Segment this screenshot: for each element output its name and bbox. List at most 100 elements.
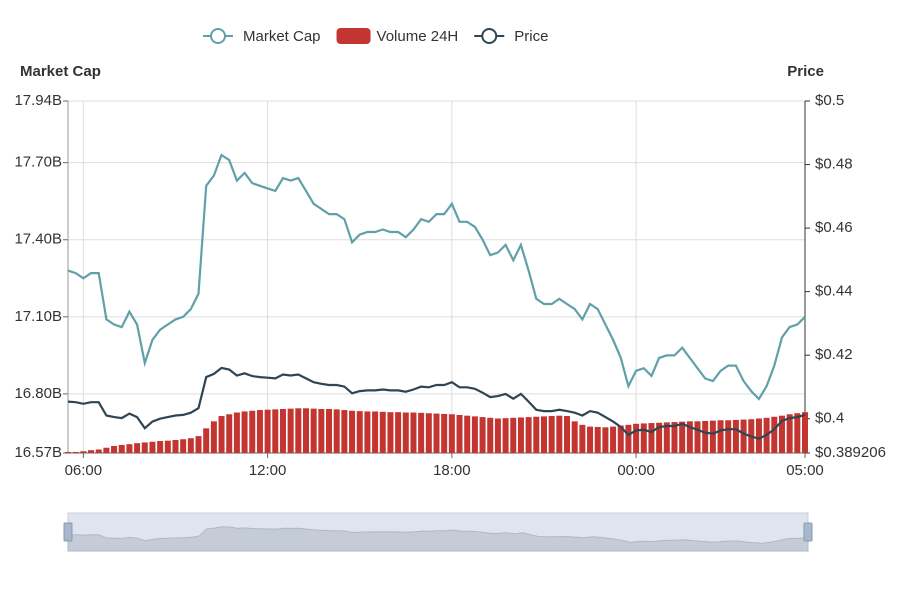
volume-bar bbox=[740, 419, 747, 453]
volume-bar bbox=[487, 417, 494, 453]
volume-bar bbox=[617, 425, 624, 453]
volume-bar bbox=[456, 414, 463, 453]
volume-bar bbox=[80, 451, 87, 453]
volume-bar bbox=[778, 415, 785, 453]
volume-bar bbox=[448, 414, 455, 453]
volume-bar bbox=[187, 438, 194, 453]
y2-axis-title: Price bbox=[787, 63, 824, 80]
volume-bar bbox=[648, 423, 655, 453]
volume-bar bbox=[517, 417, 524, 453]
y2-tick-label: $0.389206 bbox=[815, 444, 886, 461]
volume-bar bbox=[341, 410, 348, 453]
volume-bar bbox=[95, 449, 102, 453]
volume-bar bbox=[717, 420, 724, 453]
volume-bar bbox=[164, 440, 171, 453]
volume-bar bbox=[141, 442, 148, 453]
volume-bar bbox=[540, 416, 547, 453]
volume-bar bbox=[118, 444, 125, 453]
legend-swatch bbox=[336, 28, 371, 44]
legend: Market Cap Volume 24H Price bbox=[203, 28, 548, 45]
volume-bar bbox=[433, 413, 440, 453]
y-tick-label: 17.10B bbox=[14, 308, 62, 325]
volume-bar bbox=[502, 418, 509, 453]
x-tick-label: 00:00 bbox=[617, 462, 655, 479]
x-tick-label: 06:00 bbox=[65, 462, 103, 479]
volume-bar bbox=[464, 415, 471, 453]
volume-bar bbox=[633, 423, 640, 453]
volume-bar bbox=[494, 418, 501, 453]
volume-bar bbox=[356, 411, 363, 453]
x-tick-label: 18:00 bbox=[433, 462, 471, 479]
series-line bbox=[67, 366, 806, 440]
legend-label[interactable]: Volume 24H bbox=[377, 28, 459, 45]
volume-bar bbox=[172, 439, 179, 453]
legend-swatch bbox=[481, 28, 498, 44]
volume-bar bbox=[157, 441, 164, 453]
volume-bar bbox=[625, 424, 632, 453]
volume-bar bbox=[686, 421, 693, 453]
volume-bar bbox=[195, 436, 202, 453]
volume-bar bbox=[210, 421, 217, 453]
volume-bar bbox=[525, 417, 532, 453]
volume-bar bbox=[571, 421, 578, 453]
volume-bar bbox=[702, 420, 709, 453]
volume-bar bbox=[241, 411, 248, 453]
volume-bar bbox=[656, 422, 663, 453]
volume-bar bbox=[794, 413, 801, 453]
volume-bar bbox=[732, 419, 739, 453]
volume-bar bbox=[134, 443, 141, 453]
volume-bar bbox=[302, 408, 309, 453]
volume-bar bbox=[326, 409, 333, 453]
y2-tick-label: $0.46 bbox=[815, 219, 853, 236]
volume-bar bbox=[218, 416, 225, 453]
volume-bar bbox=[533, 416, 540, 453]
volume-bar bbox=[279, 409, 286, 453]
volume-bar bbox=[709, 420, 716, 453]
volume-bar bbox=[587, 426, 594, 453]
y2-tick-label: $0.4 bbox=[815, 410, 844, 427]
volume-bar bbox=[556, 415, 563, 453]
volume-bar bbox=[564, 416, 571, 453]
volume-bar bbox=[471, 416, 478, 453]
legend-label[interactable]: Price bbox=[514, 28, 548, 45]
volume-bar bbox=[441, 413, 448, 453]
volume-bar bbox=[65, 451, 71, 453]
y-tick-label: 17.70B bbox=[14, 154, 62, 171]
volume-bar bbox=[379, 411, 386, 453]
volume-bar bbox=[310, 408, 317, 453]
volume-bar bbox=[233, 412, 240, 453]
legend-label[interactable]: Market Cap bbox=[243, 28, 321, 45]
series-line bbox=[67, 153, 806, 401]
volume-bar bbox=[72, 451, 79, 453]
volume-bar bbox=[671, 422, 678, 453]
volume-bar bbox=[425, 413, 432, 453]
volume-bar bbox=[510, 417, 517, 453]
volume-bar bbox=[149, 441, 156, 453]
zoom-handle[interactable] bbox=[803, 522, 813, 542]
volume-bar bbox=[602, 427, 609, 453]
y2-tick-label: $0.5 bbox=[815, 92, 844, 109]
y-tick-label: 17.94B bbox=[14, 92, 62, 109]
volume-bar bbox=[395, 412, 402, 453]
volume-bar bbox=[226, 414, 233, 453]
volume-bar bbox=[725, 420, 732, 453]
volume-bar bbox=[295, 408, 302, 453]
volume-bar bbox=[755, 418, 762, 453]
volume-bar bbox=[256, 410, 263, 453]
volume-bar bbox=[410, 412, 417, 453]
volume-bar bbox=[786, 414, 793, 453]
zoom-handle[interactable] bbox=[63, 522, 73, 542]
y2-tick-label: $0.48 bbox=[815, 156, 853, 173]
x-tick-label: 12:00 bbox=[249, 462, 287, 479]
volume-bar bbox=[318, 409, 325, 453]
volume-bar bbox=[663, 422, 670, 453]
volume-bar bbox=[180, 439, 187, 453]
volume-bar bbox=[333, 409, 340, 453]
volume-bar bbox=[249, 410, 256, 453]
zoom-preview bbox=[67, 526, 809, 552]
y-tick-label: 16.80B bbox=[14, 385, 62, 402]
volume-bar bbox=[694, 421, 701, 453]
y2-tick-label: $0.42 bbox=[815, 346, 853, 363]
volume-bar bbox=[610, 426, 617, 453]
